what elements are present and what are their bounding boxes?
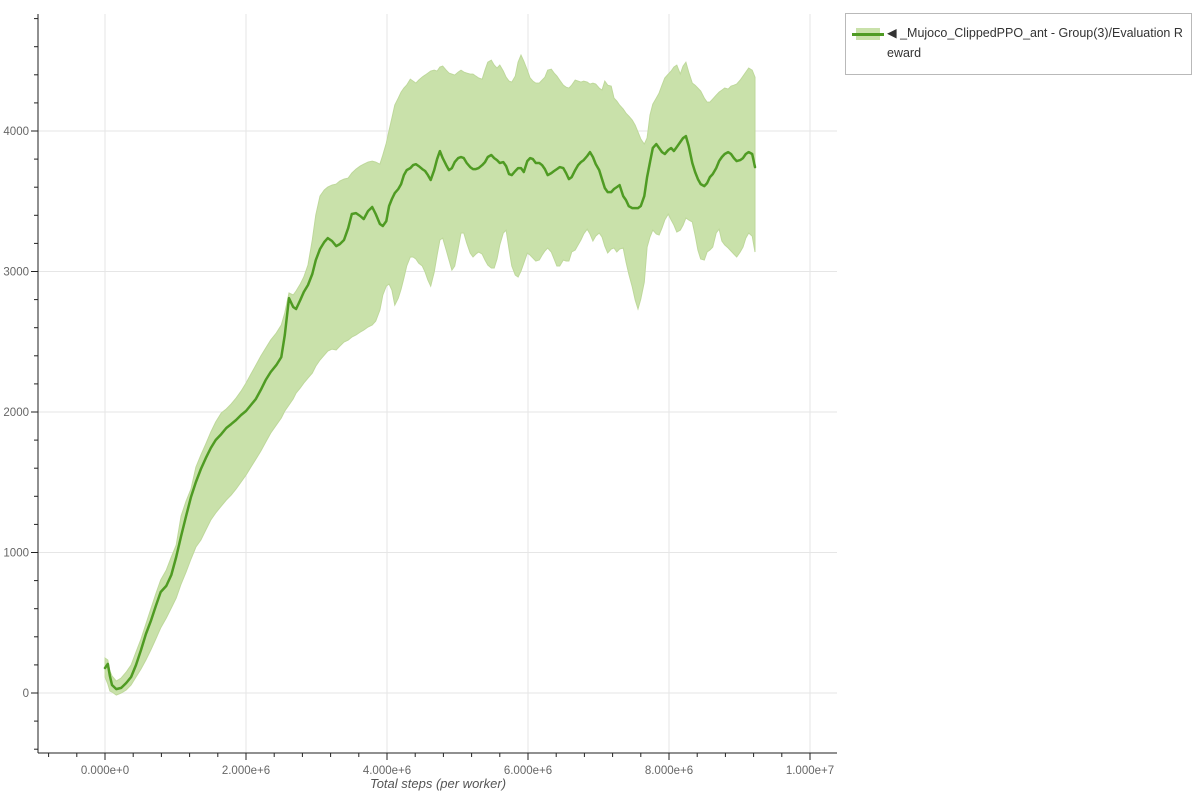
legend: ◀ _Mujoco_ClippedPPO_ant - Group(3)/Eval…	[845, 13, 1192, 75]
x-tick-label: 2.000e+6	[222, 765, 270, 777]
y-tick-label: 0	[23, 688, 29, 700]
x-tick-label: 6.000e+6	[504, 765, 552, 777]
y-tick-label: 4000	[3, 126, 29, 138]
x-tick-label: 1.000e+7	[786, 765, 834, 777]
confidence-band	[104, 53, 756, 696]
y-tick-label: 1000	[3, 548, 29, 560]
x-tick-label: 0.000e+0	[81, 765, 129, 777]
x-axis-title: Total steps (per worker)	[370, 776, 506, 791]
legend-series-label: ◀ _Mujoco_ClippedPPO_ant - Group(3)/Eval…	[887, 26, 1183, 60]
mean-line	[103, 134, 757, 691]
mean-line-swatch	[852, 33, 884, 36]
x-tick-label: 4.000e+6	[363, 765, 411, 777]
legend-swatch	[852, 25, 884, 43]
y-tick-label: 3000	[3, 267, 29, 279]
y-tick-label: 2000	[3, 407, 29, 419]
x-tick-label: 8.000e+6	[645, 765, 693, 777]
